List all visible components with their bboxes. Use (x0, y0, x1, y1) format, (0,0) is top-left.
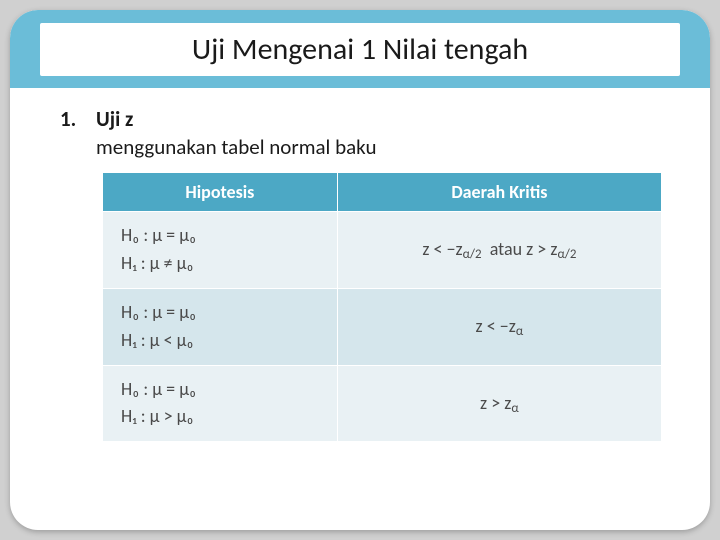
title-bar: Uji Mengenai 1 Nilai tengah (10, 10, 710, 88)
table-body: H₀ : μ = μ₀ H₁ : μ ≠ μ₀ z < −zα/2 atau z… (103, 212, 662, 442)
h1-text: H₁ : μ > μ₀ (121, 403, 319, 431)
list-heading: Uji z (96, 106, 662, 132)
h1-text: H₁ : μ < μ₀ (121, 327, 319, 355)
hypothesis-table: Hipotesis Daerah Kritis H₀ : μ = μ₀ H₁ :… (102, 172, 662, 442)
h0-text: H₀ : μ = μ₀ (121, 299, 319, 327)
h1-text: H₁ : μ ≠ μ₀ (121, 250, 319, 278)
list-body: Uji z menggunakan tabel normal baku Hipo… (96, 106, 662, 442)
table-row: H₀ : μ = μ₀ H₁ : μ > μ₀ z > zα (103, 365, 662, 442)
th-hypothesis: Hipotesis (103, 173, 338, 212)
list-number: 1. (60, 106, 82, 442)
page-title: Uji Mengenai 1 Nilai tengah (40, 23, 680, 76)
table-row: H₀ : μ = μ₀ H₁ : μ ≠ μ₀ z < −zα/2 atau z… (103, 212, 662, 289)
h0-text: H₀ : μ = μ₀ (121, 222, 319, 250)
cell-critical: z < −zα (337, 288, 661, 365)
cell-critical: z < −zα/2 atau z > zα/2 (337, 212, 661, 289)
table-header-row: Hipotesis Daerah Kritis (103, 173, 662, 212)
h0-text: H₀ : μ = μ₀ (121, 376, 319, 404)
list-subtext: menggunakan tabel normal baku (96, 134, 662, 160)
slide: Uji Mengenai 1 Nilai tengah 1. Uji z men… (10, 10, 710, 530)
th-critical: Daerah Kritis (337, 173, 661, 212)
cell-hypothesis: H₀ : μ = μ₀ H₁ : μ ≠ μ₀ (103, 212, 338, 289)
cell-hypothesis: H₀ : μ = μ₀ H₁ : μ > μ₀ (103, 365, 338, 442)
list-item: 1. Uji z menggunakan tabel normal baku H… (60, 106, 660, 442)
content-area: 1. Uji z menggunakan tabel normal baku H… (10, 88, 710, 462)
cell-hypothesis: H₀ : μ = μ₀ H₁ : μ < μ₀ (103, 288, 338, 365)
table-row: H₀ : μ = μ₀ H₁ : μ < μ₀ z < −zα (103, 288, 662, 365)
cell-critical: z > zα (337, 365, 661, 442)
